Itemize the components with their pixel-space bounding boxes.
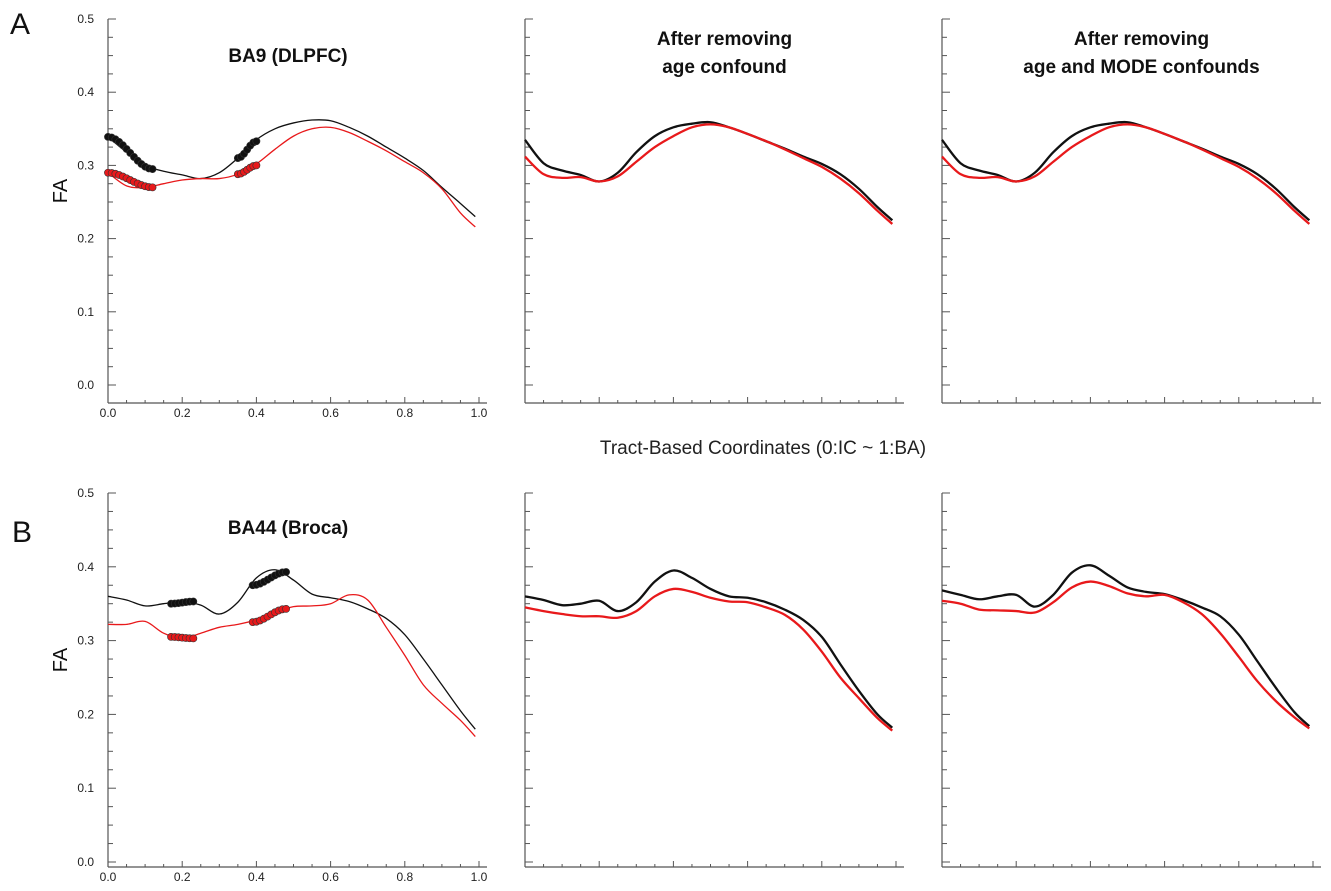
x-tick-label: 0.8 xyxy=(396,870,413,884)
plots-container: 0.0 0.1 0.2 0.3 0.4 0.5 0.0 0.2 0.4 0.6 0.8 1.0 FA BA… xyxy=(50,12,1321,884)
significance-marker xyxy=(148,165,157,173)
x-tick-label: 0.2 xyxy=(174,406,191,420)
y-axis-label: FA xyxy=(50,647,72,672)
chart-title-line: BA44 (Broca) xyxy=(228,518,348,539)
series-line-red xyxy=(941,123,1311,225)
chart-a1: 0.0 0.1 0.2 0.3 0.4 0.5 0.0 0.2 0.4 0.6 0.8 1.0 FA BA… xyxy=(50,12,488,420)
series-line-red xyxy=(524,123,894,225)
x-tick-label: 0.6 xyxy=(322,406,339,420)
chart-title-line: After removing xyxy=(1074,29,1209,50)
series-line-black xyxy=(524,120,894,222)
series-line-red xyxy=(941,580,1310,730)
y-tick-label: 0.3 xyxy=(77,158,94,172)
chart-title-line: age and MODE confounds xyxy=(1023,57,1259,78)
chart-title-line: After removing xyxy=(657,29,792,50)
series-line-black xyxy=(524,569,894,729)
series-line-black xyxy=(941,564,1311,728)
y-tick-label: 0.5 xyxy=(77,12,94,26)
y-axis-label: FA xyxy=(50,178,72,203)
y-tick-label: 0.4 xyxy=(77,560,94,574)
series-line-black xyxy=(107,119,476,218)
series-line-black xyxy=(107,569,476,730)
x-tick-label: 0.0 xyxy=(100,870,117,884)
chart-title-line: age confound xyxy=(662,57,787,78)
x-tick-label: 0.6 xyxy=(322,870,339,884)
x-tick-label: 0.0 xyxy=(100,406,117,420)
y-tick-label: 0.0 xyxy=(77,855,94,869)
panel-letter-a: A xyxy=(10,8,30,41)
y-tick-label: 0.2 xyxy=(77,707,94,721)
shared-x-axis-label: Tract-Based Coordinates (0:IC ~ 1:BA) xyxy=(600,438,926,459)
y-tick-label: 0.0 xyxy=(77,378,94,392)
x-tick-label: 1.0 xyxy=(471,406,488,420)
series-line-red xyxy=(524,587,894,732)
series-line-red xyxy=(107,126,476,228)
x-tick-label: 1.0 xyxy=(471,870,488,884)
x-tick-label: 0.8 xyxy=(396,406,413,420)
chart-title-line: BA9 (DLPFC) xyxy=(228,46,347,67)
x-tick-label: 0.2 xyxy=(174,870,191,884)
y-tick-label: 0.5 xyxy=(77,486,94,500)
significance-marker xyxy=(189,597,198,606)
significance-marker xyxy=(148,183,157,192)
y-tick-label: 0.2 xyxy=(77,232,94,246)
chart-a3: After removing age and MODE confounds xyxy=(941,18,1321,404)
chart-b2 xyxy=(524,492,904,868)
x-tick-label: 0.4 xyxy=(248,406,265,420)
series-line-black xyxy=(941,120,1311,222)
significance-marker xyxy=(282,604,290,613)
chart-a2: After removing age confound xyxy=(524,18,904,404)
y-tick-label: 0.4 xyxy=(77,85,94,99)
significance-marker xyxy=(189,634,198,643)
significance-marker xyxy=(252,137,261,146)
y-tick-label: 0.3 xyxy=(77,634,94,648)
chart-b1: 0.0 0.1 0.2 0.3 0.4 0.5 0.0 0.2 0.4 0.6 0.8 1.0 FA BA… xyxy=(50,486,488,884)
series-line-red xyxy=(107,593,476,737)
y-tick-label: 0.1 xyxy=(77,781,94,795)
significance-marker xyxy=(252,161,261,170)
y-tick-label: 0.1 xyxy=(77,305,94,319)
chart-b3 xyxy=(941,492,1321,868)
significance-marker xyxy=(282,568,290,576)
x-tick-label: 0.4 xyxy=(248,870,265,884)
panel-letter-b: B xyxy=(12,516,32,549)
